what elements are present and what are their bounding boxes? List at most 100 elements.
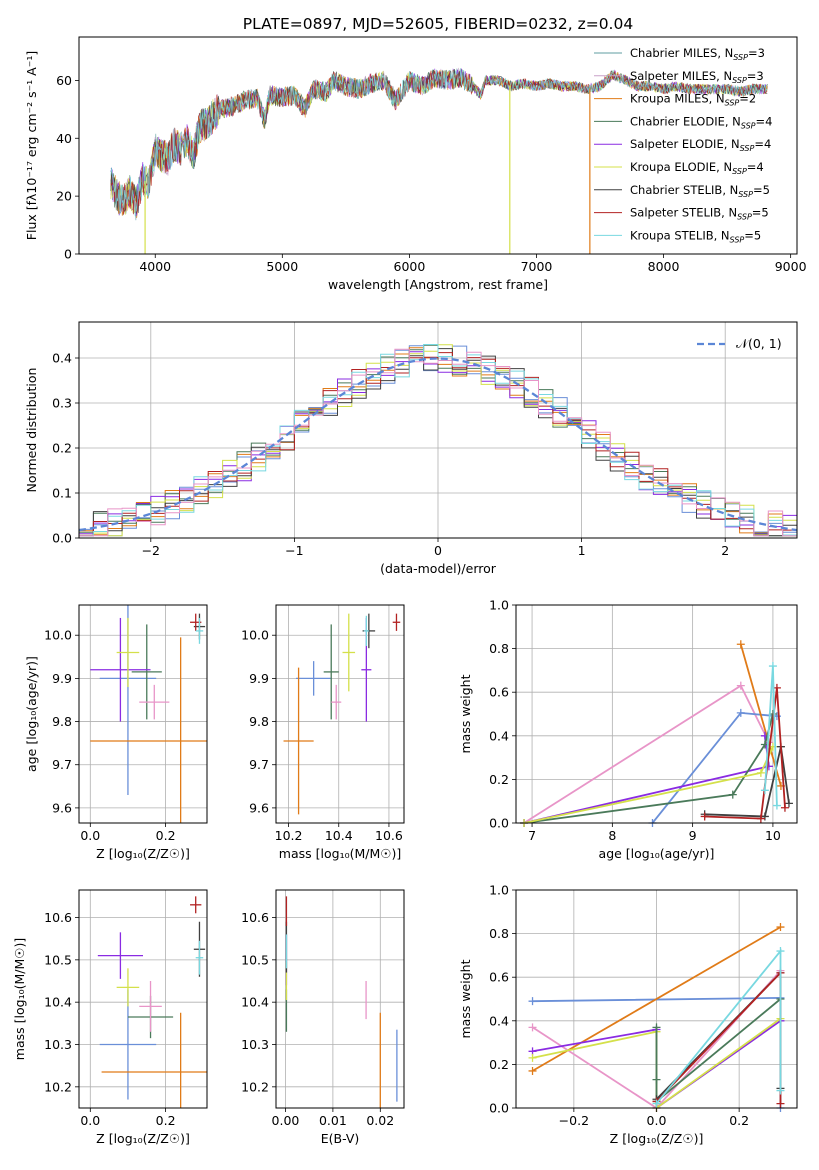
y-tick-label: 0.0 <box>489 816 509 831</box>
weight-marker <box>652 1075 661 1084</box>
weight-marker <box>652 1023 661 1032</box>
panel-age-vs-Z: 0.0 0.2 9.6 9.7 9.8 9.9 10.0 Z [log₁₀(Z/Z☉)] age… <box>24 604 208 861</box>
axes-frame <box>515 604 798 824</box>
legend-entry-label: Chabrier MILES, NSSP=3 <box>630 46 765 62</box>
y-tick-label: 0.4 <box>489 728 509 743</box>
weight-marker <box>528 1053 537 1062</box>
x-tick-label: 7000 <box>521 259 553 274</box>
x-tick-label: 9000 <box>775 259 807 274</box>
y-tick-label: 1.0 <box>489 883 509 898</box>
legend-entry-label: Kroupa STELIB, NSSP=5 <box>630 228 761 244</box>
plot-area-residual-histogram <box>78 344 798 537</box>
x-axis-label: Z [log₁₀(Z/Z☉)] <box>96 846 190 861</box>
x-axis-label: (data-model)/error <box>380 561 497 576</box>
y-tick-label: 0.8 <box>489 926 509 941</box>
weight-marker <box>780 803 789 812</box>
figure-title: PLATE=0897, MJD=52605, FIBERID=0232, z=0… <box>243 15 633 33</box>
spectrum-line <box>110 68 768 217</box>
plot-area-spectrum <box>110 67 768 254</box>
x-axis-label: mass [log₁₀(M/M☉)] <box>279 846 401 861</box>
x-tick-label: 0.2 <box>156 1113 176 1128</box>
x-tick-label: 0.2 <box>729 1113 749 1128</box>
x-tick-label: 1 <box>578 543 586 558</box>
axes-frame <box>78 889 208 1109</box>
y-tick-label: 10.0 <box>44 628 72 643</box>
histogram-step <box>79 348 797 537</box>
y-tick-label: 20 <box>56 189 72 204</box>
gaussian-curve <box>78 357 798 532</box>
y-tick-label: 0 <box>64 247 72 262</box>
axes-frame <box>275 604 405 824</box>
y-tick-label: 10.4 <box>44 995 72 1010</box>
panel-mass-weight-vs-age: 7 8 9 10 0.0 0.2 0.4 0.6 0.8 1.0 age [log₁₀(age/yr… <box>458 598 798 861</box>
y-axis-label: mass [log₁₀(M/M☉)] <box>12 938 27 1060</box>
weight-marker <box>772 801 781 810</box>
y-tick-label: 9.6 <box>52 800 72 815</box>
panel-mass-vs-Z: 0.0 0.2 10.2 10.3 10.4 10.5 10.6 Z [log₁₀(Z/Z☉)… <box>12 889 208 1146</box>
y-tick-label: 0.4 <box>52 351 72 366</box>
panel-residual-histogram: −2 −1 0 1 2 0.0 0.1 0.2 0.3 0.4 (data-model)/error… <box>24 321 798 576</box>
panel-mass-vs-ebv: 0.00 0.01 0.02 10.2 10.3 10.4 10.5 10.6 E(B-V) <box>241 889 405 1146</box>
x-axis-label: Z [log₁₀(Z/Z☉)] <box>610 1131 704 1146</box>
weight-marker <box>760 786 769 795</box>
weight-marker <box>776 923 785 932</box>
y-tick-label: 0.2 <box>489 772 509 787</box>
x-tick-label: 8000 <box>648 259 680 274</box>
y-tick-label: 40 <box>56 131 72 146</box>
panel-age-vs-mass: 10.2 10.4 10.6 9.6 9.7 9.8 9.9 10.0 mass [log₁₀(… <box>241 604 405 861</box>
legend-entry-label: 𝒩(0, 1) <box>736 336 782 351</box>
y-tick-label: 0.8 <box>489 641 509 656</box>
legend-entry-label: Salpeter ELODIE, NSSP=4 <box>630 137 771 153</box>
weight-line <box>704 687 786 820</box>
weight-marker <box>776 947 785 956</box>
y-tick-label: 1.0 <box>489 598 509 613</box>
y-axis-label: mass weight <box>458 674 473 753</box>
x-tick-label: −0.2 <box>559 1113 589 1128</box>
y-tick-label: 9.7 <box>249 757 269 772</box>
weight-marker <box>528 997 537 1006</box>
x-tick-label: 8 <box>608 828 616 843</box>
plot-area-mass-weight-vs-Z <box>528 923 785 1112</box>
x-tick-label: 0.02 <box>366 1113 394 1128</box>
x-tick-label: 0.00 <box>272 1113 300 1128</box>
x-tick-label: 4000 <box>139 259 171 274</box>
x-tick-label: 2 <box>721 543 729 558</box>
weight-marker <box>528 1023 537 1032</box>
weight-line <box>655 998 782 1104</box>
x-axis-label: Z [log₁₀(Z/Z☉)] <box>96 1131 190 1146</box>
y-tick-label: 0.6 <box>489 685 509 700</box>
x-tick-label: −1 <box>285 543 303 558</box>
y-tick-label: 10.6 <box>44 910 72 925</box>
plot-area-age-vs-mass <box>283 613 401 815</box>
y-tick-label: 10.5 <box>241 952 269 967</box>
y-tick-label: 0.2 <box>52 441 72 456</box>
x-tick-label: 0.0 <box>80 828 100 843</box>
weight-marker <box>700 812 709 821</box>
x-tick-label: 10 <box>765 828 781 843</box>
y-tick-label: 9.9 <box>52 671 72 686</box>
weight-line <box>704 746 790 818</box>
legend: Chabrier MILES, NSSP=3 Salpeter MILES, NS… <box>594 46 772 244</box>
x-tick-label: 0.2 <box>156 828 176 843</box>
weight-marker <box>756 814 765 823</box>
panel-mass-weight-vs-Z: −0.2 0.0 0.2 0.0 0.2 0.4 0.6 0.8 1.0 Z [log₁₀(Z/Z… <box>458 883 798 1146</box>
y-axis-label: Normed distribution <box>24 368 39 493</box>
weight-marker <box>768 662 777 671</box>
weight-marker <box>736 708 745 717</box>
y-tick-label: 0.1 <box>52 486 72 501</box>
y-tick-label: 10.5 <box>44 952 72 967</box>
plot-area-age-vs-Z <box>90 605 207 823</box>
y-tick-label: 10.0 <box>241 628 269 643</box>
x-axis-label: E(B-V) <box>321 1131 360 1146</box>
y-tick-label: 0.0 <box>489 1101 509 1116</box>
y-axis-label: age [log₁₀(age/yr)] <box>24 656 39 772</box>
y-tick-label: 9.8 <box>249 714 269 729</box>
x-tick-label: 5000 <box>266 259 298 274</box>
y-tick-label: 0.6 <box>489 970 509 985</box>
axes-frame <box>275 889 405 1109</box>
weight-marker <box>756 768 765 777</box>
y-tick-label: 10.4 <box>241 995 269 1010</box>
x-axis-label: age [log₁₀(age/yr)] <box>599 846 715 861</box>
weight-marker <box>736 640 745 649</box>
